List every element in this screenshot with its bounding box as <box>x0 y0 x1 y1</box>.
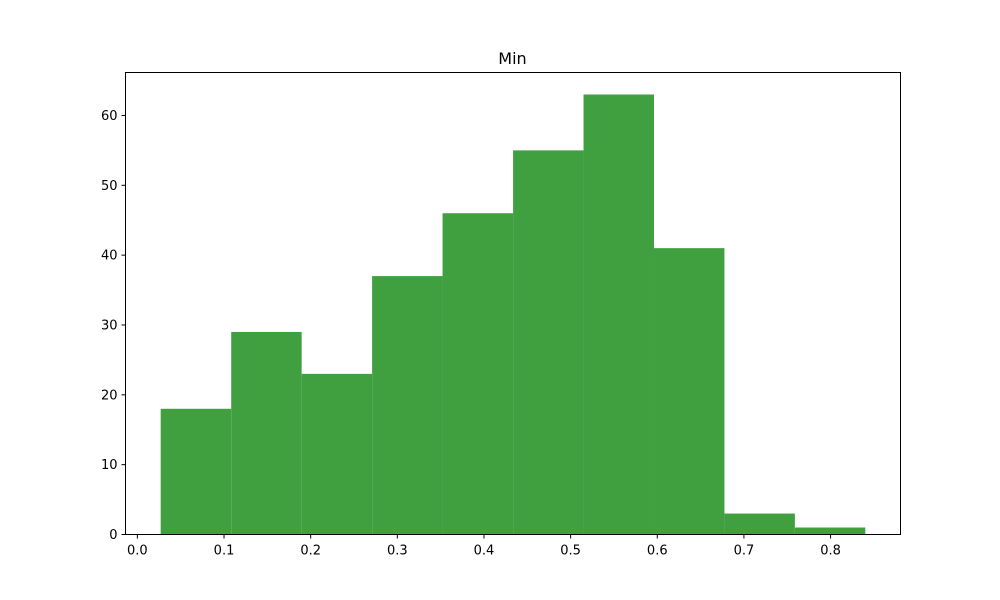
y-tick-label: 60 <box>101 109 118 124</box>
y-tick-label: 40 <box>101 249 118 264</box>
histogram-bar-5 <box>442 213 514 535</box>
y-tick-label: 10 <box>101 458 118 473</box>
x-tick-label: 0.1 <box>214 544 235 559</box>
histogram-bar-9 <box>724 513 795 535</box>
plot-frame <box>125 72 901 535</box>
y-tick-label: 30 <box>101 318 118 333</box>
histogram-bar-7 <box>583 94 654 535</box>
x-tick-label: 0.6 <box>647 544 668 559</box>
chart-title: Min <box>498 49 526 68</box>
x-tick-label: 0.3 <box>387 544 408 559</box>
x-tick-label: 0.2 <box>300 544 321 559</box>
x-tick-label: 0.8 <box>820 544 841 559</box>
x-tick-label: 0.5 <box>560 544 581 559</box>
x-tick-label: 0.7 <box>734 544 755 559</box>
histogram-bar-4 <box>372 276 443 535</box>
x-tick-label: 0.0 <box>127 544 148 559</box>
y-tick-label: 50 <box>101 179 118 194</box>
histogram-bar-1 <box>160 408 232 535</box>
histogram-bar-6 <box>513 150 584 535</box>
y-axis: 0 10 20 30 40 50 60 <box>101 109 126 543</box>
histogram-bar-3 <box>301 373 373 535</box>
x-axis: 0.0 0.1 0.2 0.3 0.4 0.5 0.6 0.7 0.8 <box>127 534 841 559</box>
x-tick-label: 0.4 <box>474 544 495 559</box>
histogram-bar-2 <box>231 331 302 535</box>
histogram-bar-8 <box>653 248 725 535</box>
bars-layer <box>160 94 866 535</box>
y-tick-label: 0 <box>109 528 117 543</box>
histogram-bar-10 <box>794 527 866 535</box>
y-tick-label: 20 <box>101 388 118 403</box>
